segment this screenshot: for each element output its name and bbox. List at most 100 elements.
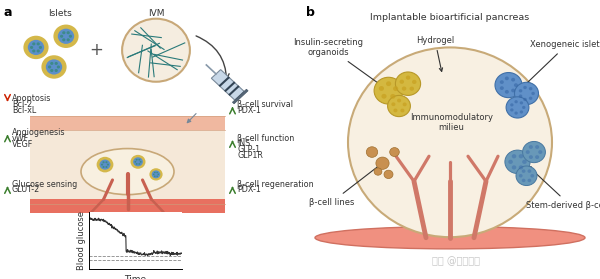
Circle shape [28,40,44,55]
Circle shape [139,163,140,165]
Circle shape [131,155,146,169]
Circle shape [32,42,35,45]
Circle shape [394,109,398,112]
Text: Stem-derived β-cells: Stem-derived β-cells [527,166,600,210]
Circle shape [529,97,532,100]
Text: Hydrogel: Hydrogel [416,36,454,71]
Ellipse shape [81,148,174,195]
Circle shape [50,62,53,65]
Circle shape [97,157,113,172]
Text: Insulin-secreting
organoids: Insulin-secreting organoids [293,38,391,93]
Circle shape [515,82,539,105]
Circle shape [122,19,190,82]
Text: β-cell survival: β-cell survival [237,100,293,109]
Text: GLUT-2: GLUT-2 [12,186,40,194]
Circle shape [134,161,136,163]
Circle shape [156,172,158,173]
Circle shape [154,175,156,177]
Circle shape [101,163,103,166]
Circle shape [55,62,58,65]
Circle shape [403,102,407,106]
Circle shape [512,154,517,158]
Circle shape [520,101,523,104]
Circle shape [505,76,509,80]
Circle shape [386,81,391,86]
Polygon shape [211,69,244,100]
Circle shape [535,145,539,149]
Circle shape [402,86,406,91]
Circle shape [46,59,62,74]
Circle shape [410,86,414,91]
Circle shape [106,166,107,168]
Circle shape [391,102,395,106]
Text: Islets: Islets [48,9,72,18]
Circle shape [149,168,163,181]
Circle shape [518,165,523,170]
Circle shape [39,46,42,49]
Circle shape [139,159,140,161]
Circle shape [374,168,382,175]
Circle shape [100,160,110,170]
Text: β-cell function: β-cell function [237,134,294,143]
Circle shape [500,86,504,90]
Circle shape [526,150,530,154]
Circle shape [522,169,526,173]
Circle shape [532,92,535,95]
Text: b: b [306,6,315,19]
Circle shape [69,35,72,38]
Circle shape [400,109,404,112]
Text: Immunomodulatory
milieu: Immunomodulatory milieu [410,113,493,133]
Circle shape [529,87,532,90]
Polygon shape [232,89,248,104]
Circle shape [382,94,386,99]
Text: Angiogenesis: Angiogenesis [12,128,65,137]
Bar [30,130,225,204]
Circle shape [527,179,531,182]
Circle shape [366,147,378,157]
Circle shape [58,29,74,44]
Circle shape [136,159,137,161]
Circle shape [406,76,410,80]
Circle shape [400,80,404,84]
Text: Bcl-xL: Bcl-xL [12,106,36,115]
Circle shape [412,80,416,84]
Circle shape [519,95,523,98]
Circle shape [37,42,40,45]
Text: Bcl-2: Bcl-2 [12,100,32,109]
Circle shape [514,100,518,103]
Circle shape [133,157,143,166]
Circle shape [348,47,552,237]
Circle shape [505,90,509,94]
Circle shape [60,35,63,38]
Circle shape [495,73,522,98]
Circle shape [62,31,65,34]
Circle shape [529,145,533,149]
Circle shape [390,94,395,99]
Circle shape [379,86,384,91]
Circle shape [523,86,527,89]
Circle shape [107,163,109,166]
Circle shape [106,161,107,163]
Text: IVM: IVM [148,9,164,18]
Circle shape [103,166,104,168]
Circle shape [154,172,156,173]
Circle shape [522,160,527,164]
Circle shape [23,36,49,59]
Circle shape [30,46,33,49]
Circle shape [514,112,518,115]
Text: GLP-1: GLP-1 [237,145,260,154]
Circle shape [136,163,137,165]
Text: Glucose sensing: Glucose sensing [12,180,77,189]
Text: β-cell lines: β-cell lines [309,164,381,207]
Circle shape [535,155,539,159]
Circle shape [48,66,51,68]
Circle shape [157,174,159,175]
Y-axis label: Blood glucose: Blood glucose [77,211,86,270]
Circle shape [510,108,514,112]
Circle shape [67,38,70,41]
Text: Apoptosis: Apoptosis [12,94,52,103]
Circle shape [500,80,504,84]
Circle shape [519,89,523,92]
Circle shape [37,49,40,52]
Circle shape [514,83,518,87]
